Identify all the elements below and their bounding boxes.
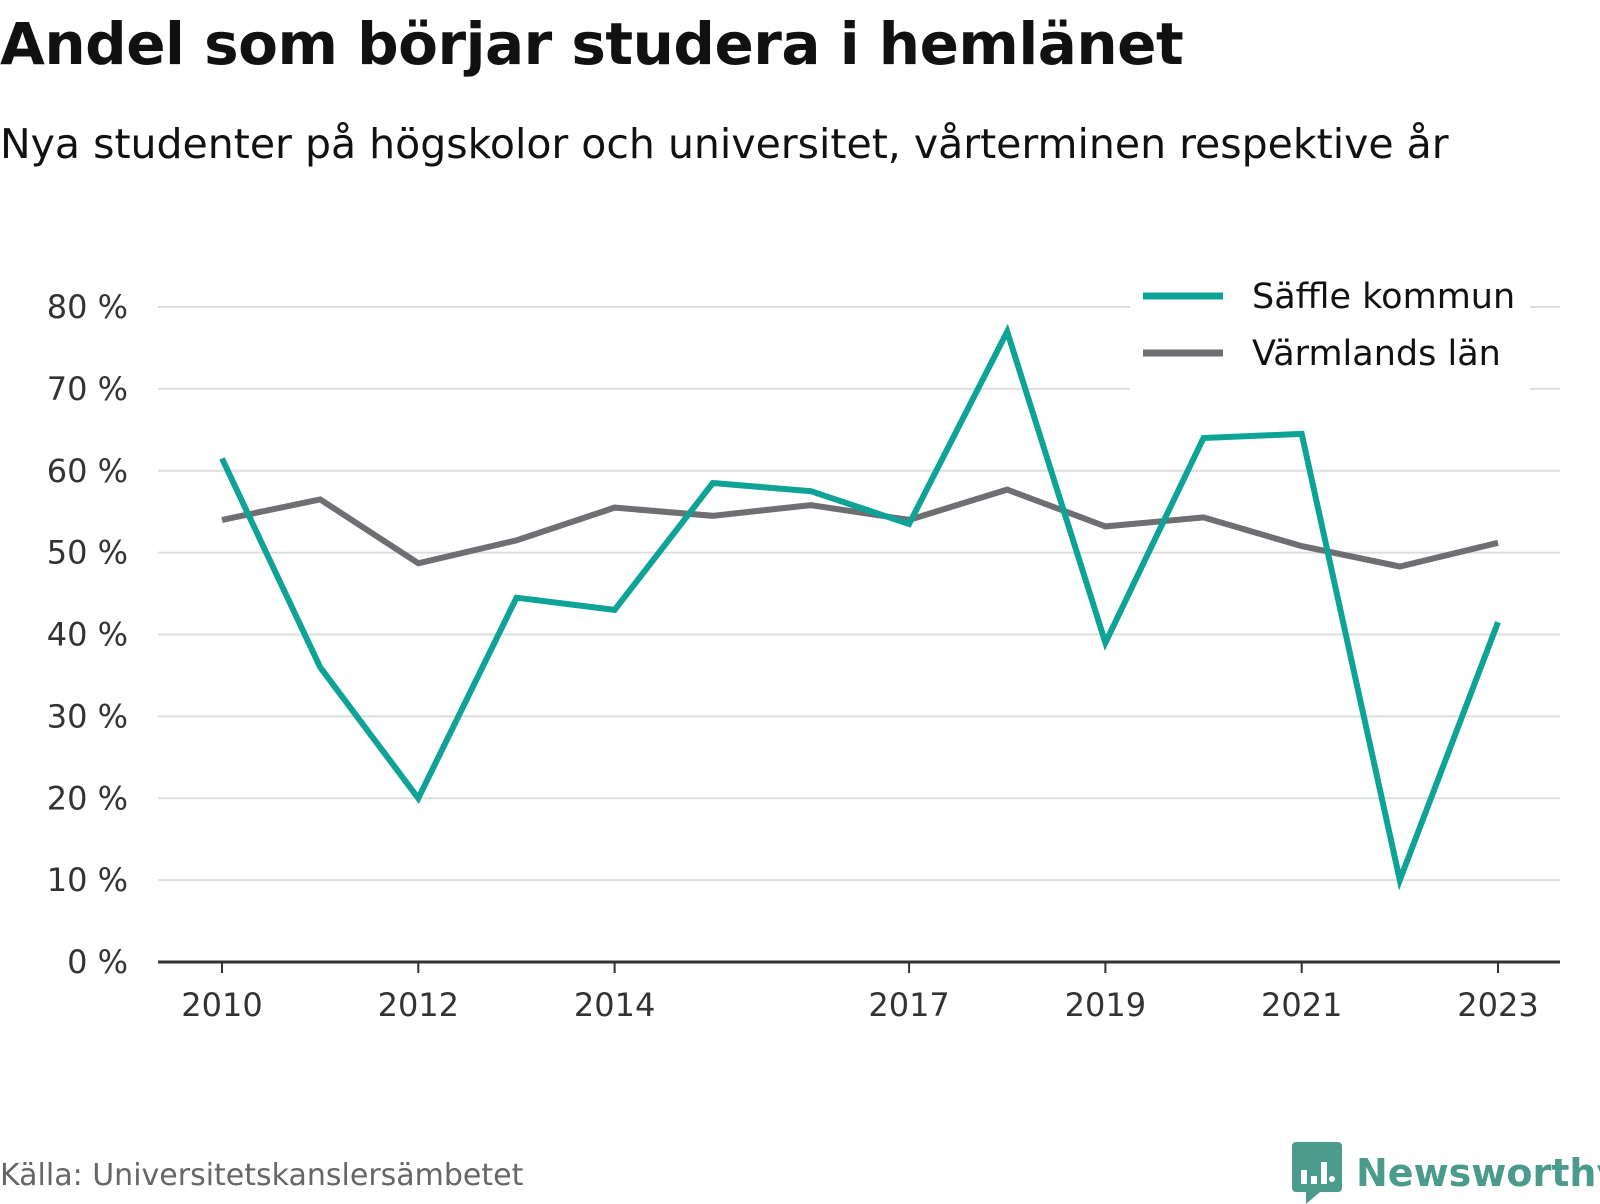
x-tick-label: 2023 bbox=[1457, 986, 1538, 1024]
x-tick-label: 2019 bbox=[1065, 986, 1146, 1024]
legend-label: Säffle kommun bbox=[1252, 277, 1515, 317]
y-tick-label: 20 % bbox=[47, 779, 128, 817]
legend-label: Värmlands län bbox=[1252, 334, 1501, 374]
x-axis: 2010 2012 2014 2017 2019 2021 2023 bbox=[158, 960, 1560, 1024]
y-axis-ticks: 0 % 10 % 20 % 30 % 40 % 50 % 60 % 70 % 80 % bbox=[47, 288, 128, 981]
y-tick-label: 40 % bbox=[47, 616, 128, 654]
y-tick-label: 70 % bbox=[47, 370, 128, 408]
x-tick-label: 2014 bbox=[574, 986, 655, 1024]
legend: Säffle kommun Värmlands län bbox=[1130, 272, 1530, 390]
y-tick-label: 80 % bbox=[47, 288, 128, 326]
chart-title: Andel som börjar studera i hemlänet bbox=[0, 10, 1184, 78]
brand-name: Newsworthy bbox=[1356, 1151, 1600, 1195]
legend-background bbox=[1130, 272, 1530, 390]
newsworthy-logo-icon bbox=[1292, 1142, 1342, 1204]
y-tick-label: 30 % bbox=[47, 697, 128, 735]
y-tick-label: 60 % bbox=[47, 452, 128, 490]
series-lines bbox=[219, 323, 1501, 891]
y-tick-label: 0 % bbox=[67, 943, 128, 981]
source-note: Källa: Universitetskanslersämbetet bbox=[0, 1158, 524, 1193]
series-line-värmlands-län bbox=[221, 486, 1499, 570]
y-tick-label: 50 % bbox=[47, 534, 128, 572]
gridlines bbox=[158, 306, 1560, 882]
x-tick-label: 2012 bbox=[378, 986, 459, 1024]
x-tick-label: 2010 bbox=[181, 986, 262, 1024]
y-tick-label: 10 % bbox=[47, 861, 128, 899]
x-tick-label: 2021 bbox=[1261, 986, 1342, 1024]
brand-logo: Newsworthy bbox=[1292, 1142, 1600, 1204]
series-line-säffle-kommun bbox=[219, 323, 1501, 891]
chart-subtitle: Nya studenter på högskolor och universit… bbox=[0, 120, 1449, 168]
x-tick-label: 2017 bbox=[868, 986, 949, 1024]
